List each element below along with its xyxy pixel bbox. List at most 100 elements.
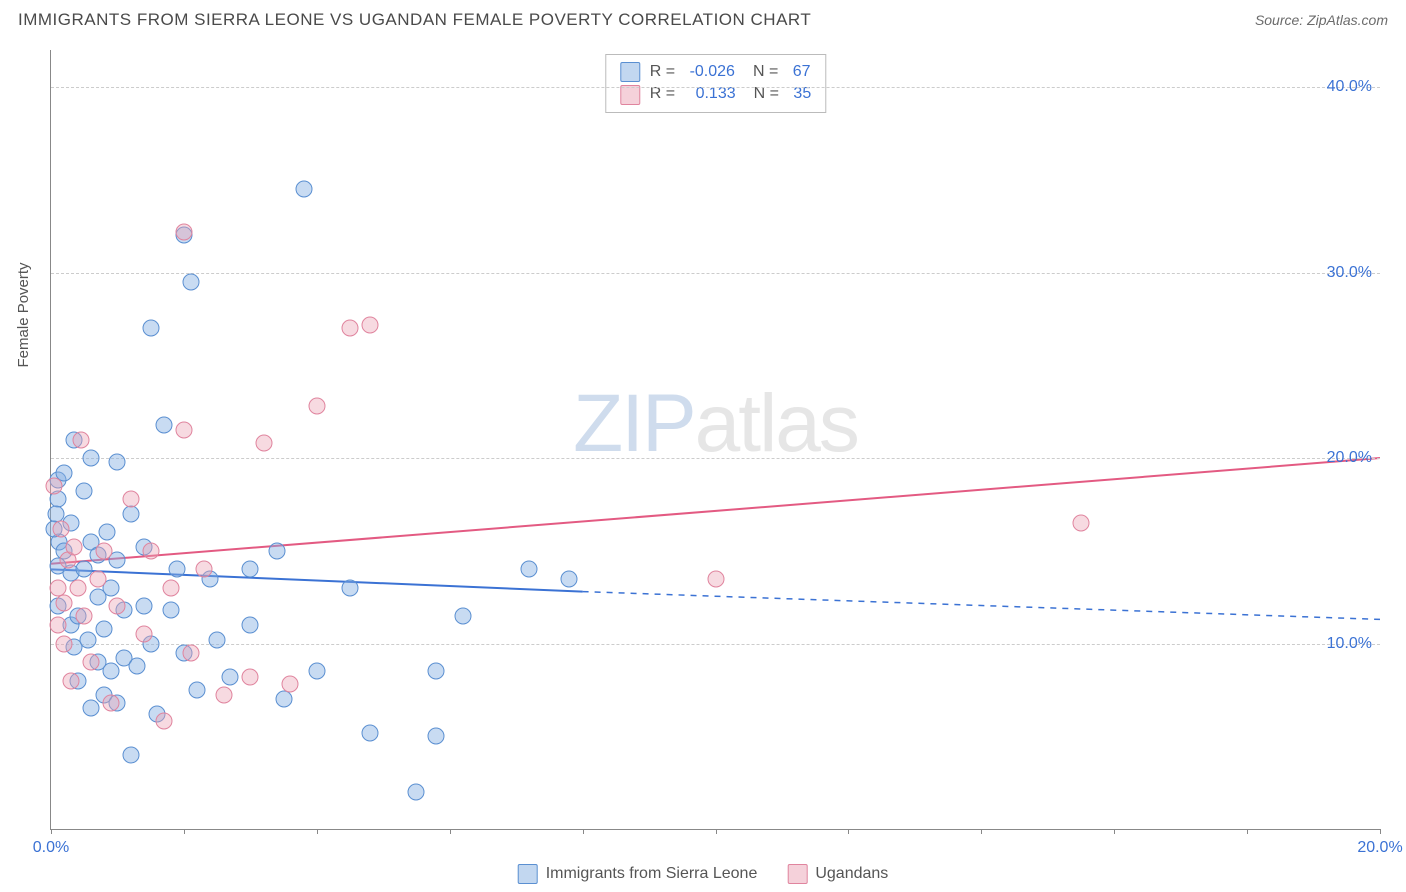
- xtick: [317, 829, 318, 834]
- watermark: ZIPatlas: [573, 377, 858, 471]
- y-axis-label: Female Poverty: [15, 262, 32, 367]
- scatter-point-a: [102, 663, 119, 680]
- scatter-point-b: [195, 561, 212, 578]
- scatter-point-a: [275, 691, 292, 708]
- scatter-point-a: [242, 561, 259, 578]
- series-legend-item-b: Ugandans: [787, 864, 888, 884]
- series-legend: Immigrants from Sierra Leone Ugandans: [518, 864, 889, 884]
- scatter-point-b: [215, 687, 232, 704]
- scatter-point-b: [142, 542, 159, 559]
- xtick: [1114, 829, 1115, 834]
- scatter-point-b: [282, 676, 299, 693]
- scatter-point-b: [96, 542, 113, 559]
- chart-title: IMMIGRANTS FROM SIERRA LEONE VS UGANDAN …: [18, 10, 811, 30]
- scatter-point-a: [308, 663, 325, 680]
- scatter-point-b: [136, 626, 153, 643]
- xtick-label: 20.0%: [1357, 839, 1402, 857]
- chart-header: IMMIGRANTS FROM SIERRA LEONE VS UGANDAN …: [0, 0, 1406, 36]
- series-b-name: Ugandans: [815, 865, 888, 883]
- legend-r-value-a: -0.026: [690, 61, 735, 83]
- xtick: [450, 829, 451, 834]
- ytick-label: 40.0%: [1327, 78, 1372, 96]
- scatter-point-a: [408, 783, 425, 800]
- scatter-point-a: [136, 598, 153, 615]
- scatter-point-a: [182, 273, 199, 290]
- scatter-point-b: [175, 422, 192, 439]
- scatter-point-a: [428, 728, 445, 745]
- scatter-point-a: [122, 505, 139, 522]
- scatter-point-b: [361, 316, 378, 333]
- scatter-point-b: [707, 570, 724, 587]
- gridline: [51, 458, 1380, 459]
- series-a-name: Immigrants from Sierra Leone: [546, 865, 758, 883]
- legend-row-a: R = -0.026 N = 67: [620, 61, 811, 83]
- xtick: [1247, 829, 1248, 834]
- series-legend-item-a: Immigrants from Sierra Leone: [518, 864, 758, 884]
- scatter-point-a: [222, 668, 239, 685]
- ytick-label: 10.0%: [1327, 635, 1372, 653]
- scatter-point-a: [96, 620, 113, 637]
- scatter-point-a: [242, 616, 259, 633]
- scatter-point-b: [66, 539, 83, 556]
- scatter-point-b: [72, 431, 89, 448]
- correlation-legend: R = -0.026 N = 67 R = 0.133 N = 35: [605, 54, 826, 113]
- legend-n-label-a: N =: [753, 61, 783, 83]
- trend-line-a: [51, 569, 583, 591]
- xtick: [1380, 829, 1381, 834]
- scatter-point-b: [62, 672, 79, 689]
- scatter-point-a: [189, 681, 206, 698]
- scatter-point-b: [122, 490, 139, 507]
- scatter-point-b: [49, 616, 66, 633]
- source-attribution: Source: ZipAtlas.com: [1255, 12, 1388, 28]
- scatter-point-b: [82, 654, 99, 671]
- scatter-point-b: [109, 598, 126, 615]
- xtick: [981, 829, 982, 834]
- ytick-label: 30.0%: [1327, 264, 1372, 282]
- scatter-point-b: [162, 579, 179, 596]
- scatter-point-a: [428, 663, 445, 680]
- scatter-point-b: [52, 520, 69, 537]
- scatter-point-a: [521, 561, 538, 578]
- scatter-point-b: [255, 435, 272, 452]
- plot-area: ZIPatlas R = -0.026 N = 67 R = 0.133 N =…: [50, 50, 1380, 830]
- xtick: [848, 829, 849, 834]
- watermark-zip: ZIP: [573, 378, 695, 469]
- scatter-point-b: [308, 398, 325, 415]
- scatter-point-a: [82, 700, 99, 717]
- trend-lines-layer: [51, 50, 1380, 829]
- gridline: [51, 273, 1380, 274]
- scatter-point-b: [69, 579, 86, 596]
- scatter-point-b: [89, 570, 106, 587]
- scatter-point-a: [129, 657, 146, 674]
- scatter-point-a: [99, 524, 116, 541]
- scatter-point-b: [56, 594, 73, 611]
- trend-line-extrapolation-a: [583, 592, 1380, 620]
- swatch-series-a-icon: [518, 864, 538, 884]
- scatter-point-b: [102, 694, 119, 711]
- scatter-point-b: [342, 320, 359, 337]
- scatter-point-a: [295, 181, 312, 198]
- scatter-point-b: [76, 607, 93, 624]
- scatter-point-a: [209, 631, 226, 648]
- ytick-label: 20.0%: [1327, 449, 1372, 467]
- source-value: ZipAtlas.com: [1307, 12, 1388, 28]
- scatter-point-a: [561, 570, 578, 587]
- watermark-atlas: atlas: [695, 378, 858, 469]
- swatch-series-b-icon: [787, 864, 807, 884]
- scatter-point-a: [342, 579, 359, 596]
- source-label: Source:: [1255, 12, 1307, 28]
- scatter-point-b: [56, 635, 73, 652]
- scatter-point-b: [155, 713, 172, 730]
- scatter-point-b: [175, 223, 192, 240]
- scatter-point-b: [46, 477, 63, 494]
- xtick: [51, 829, 52, 834]
- scatter-point-a: [79, 631, 96, 648]
- trend-line-b: [51, 458, 1380, 564]
- scatter-point-a: [361, 724, 378, 741]
- scatter-point-a: [109, 453, 126, 470]
- scatter-point-a: [268, 542, 285, 559]
- scatter-point-a: [169, 561, 186, 578]
- scatter-point-a: [82, 450, 99, 467]
- xtick: [184, 829, 185, 834]
- gridline: [51, 87, 1380, 88]
